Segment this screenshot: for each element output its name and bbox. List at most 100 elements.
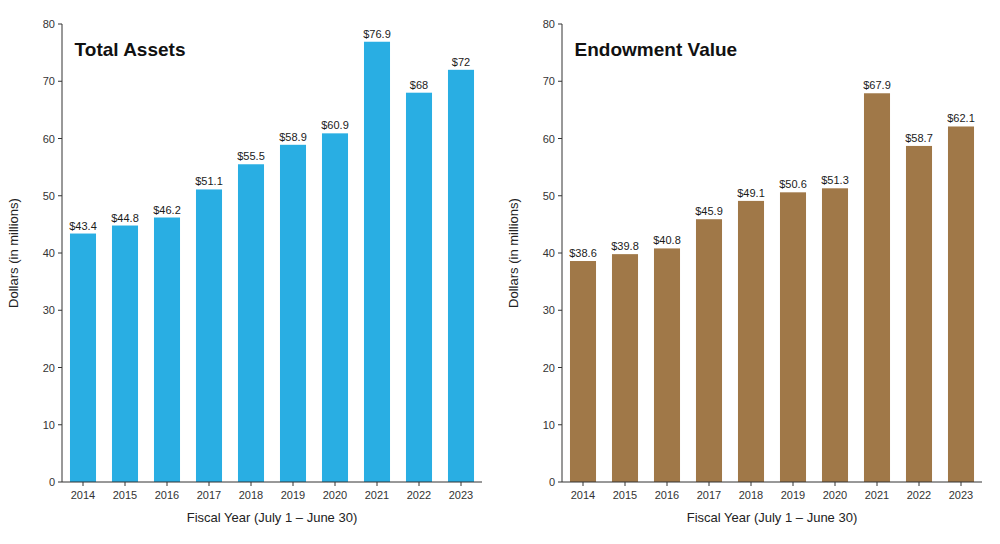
y-tick <box>558 367 562 368</box>
x-tick <box>377 482 378 486</box>
data-label: $39.8 <box>611 240 639 252</box>
x-tick <box>877 482 878 486</box>
bar <box>280 145 306 482</box>
data-label: $62.1 <box>947 112 975 124</box>
y-tick-label: 10 <box>543 419 555 431</box>
y-tick-label: 40 <box>43 247 55 259</box>
y-tick-label: 80 <box>43 18 55 30</box>
data-label: $68 <box>410 79 428 91</box>
x-tick-label: 2016 <box>155 489 179 501</box>
x-tick <box>667 482 668 486</box>
x-tick-label: 2015 <box>613 489 637 501</box>
x-tick <box>709 482 710 486</box>
x-tick-label: 2015 <box>113 489 137 501</box>
x-tick <box>835 482 836 486</box>
bar <box>322 133 348 482</box>
x-tick <box>793 482 794 486</box>
y-tick <box>58 253 62 254</box>
x-tick-label: 2014 <box>71 489 95 501</box>
x-tick-label: 2020 <box>823 489 847 501</box>
bar <box>906 146 932 482</box>
x-tick <box>167 482 168 486</box>
y-tick-label: 0 <box>49 476 55 488</box>
x-tick <box>335 482 336 486</box>
y-tick-label: 20 <box>543 362 555 374</box>
x-tick-label: 2021 <box>365 489 389 501</box>
data-label: $58.9 <box>279 131 307 143</box>
bar <box>70 234 96 482</box>
x-tick-label: 2014 <box>571 489 595 501</box>
y-tick-label: 20 <box>43 362 55 374</box>
x-tick-label: 2020 <box>323 489 347 501</box>
bar <box>780 192 806 482</box>
data-label: $72 <box>452 56 470 68</box>
y-tick <box>558 482 562 483</box>
bar <box>406 93 432 482</box>
y-axis-label: Dollars (in millions) <box>6 198 21 308</box>
y-tick <box>558 195 562 196</box>
y-tick-label: 60 <box>543 133 555 145</box>
x-axis-label: Fiscal Year (July 1 – June 30) <box>187 510 358 525</box>
bar <box>822 188 848 482</box>
y-tick <box>58 424 62 425</box>
data-label: $51.3 <box>821 174 849 186</box>
y-tick-label: 0 <box>549 476 555 488</box>
y-tick-label: 80 <box>543 18 555 30</box>
y-tick-label: 10 <box>43 419 55 431</box>
data-label: $46.2 <box>153 204 181 216</box>
y-tick <box>58 138 62 139</box>
bar <box>738 201 764 482</box>
y-tick-label: 70 <box>543 75 555 87</box>
x-tick <box>419 482 420 486</box>
data-label: $49.1 <box>737 187 765 199</box>
title: Total Assets <box>75 39 186 60</box>
x-tick-label: 2022 <box>907 489 931 501</box>
x-tick <box>583 482 584 486</box>
x-tick-label: 2021 <box>865 489 889 501</box>
y-axis-label: Dollars (in millions) <box>506 198 521 308</box>
bar <box>154 218 180 482</box>
bars <box>570 93 974 482</box>
y-tick <box>58 81 62 82</box>
y-tick <box>58 195 62 196</box>
y-tick <box>58 367 62 368</box>
bar <box>196 189 222 482</box>
x-tick <box>625 482 626 486</box>
x-tick <box>83 482 84 486</box>
bar <box>238 164 264 482</box>
bar <box>570 261 596 482</box>
y-tick <box>558 24 562 25</box>
data-label: $55.5 <box>237 150 265 162</box>
chart-canvas: $43.4$44.8$46.2$51.1$55.5$58.9$60.9$76.9… <box>0 0 1000 544</box>
x-tick-label: 2017 <box>197 489 221 501</box>
x-tick <box>251 482 252 486</box>
y-tick <box>58 24 62 25</box>
data-label: $60.9 <box>321 119 349 131</box>
y-tick <box>58 310 62 311</box>
panel: $38.6$39.8$40.8$45.9$49.1$50.6$51.3$67.9… <box>506 18 982 525</box>
bar <box>112 226 138 482</box>
x-tick-label: 2018 <box>739 489 763 501</box>
bar <box>696 219 722 482</box>
x-tick <box>751 482 752 486</box>
data-label: $51.1 <box>195 175 223 187</box>
bar <box>612 254 638 482</box>
data-label: $40.8 <box>653 234 681 246</box>
title: Endowment Value <box>575 39 738 60</box>
x-tick <box>125 482 126 486</box>
y-tick <box>558 138 562 139</box>
x-tick-label: 2019 <box>781 489 805 501</box>
x-tick-label: 2017 <box>697 489 721 501</box>
bar <box>364 42 390 482</box>
bar <box>864 93 890 482</box>
bar <box>448 70 474 482</box>
y-tick <box>558 424 562 425</box>
x-tick-label: 2023 <box>449 489 473 501</box>
y-tick <box>558 253 562 254</box>
data-label: $58.7 <box>905 132 933 144</box>
data-label: $76.9 <box>363 28 391 40</box>
data-label: $43.4 <box>69 220 97 232</box>
y-tick <box>558 310 562 311</box>
y-tick-label: 40 <box>543 247 555 259</box>
x-tick-label: 2023 <box>949 489 973 501</box>
